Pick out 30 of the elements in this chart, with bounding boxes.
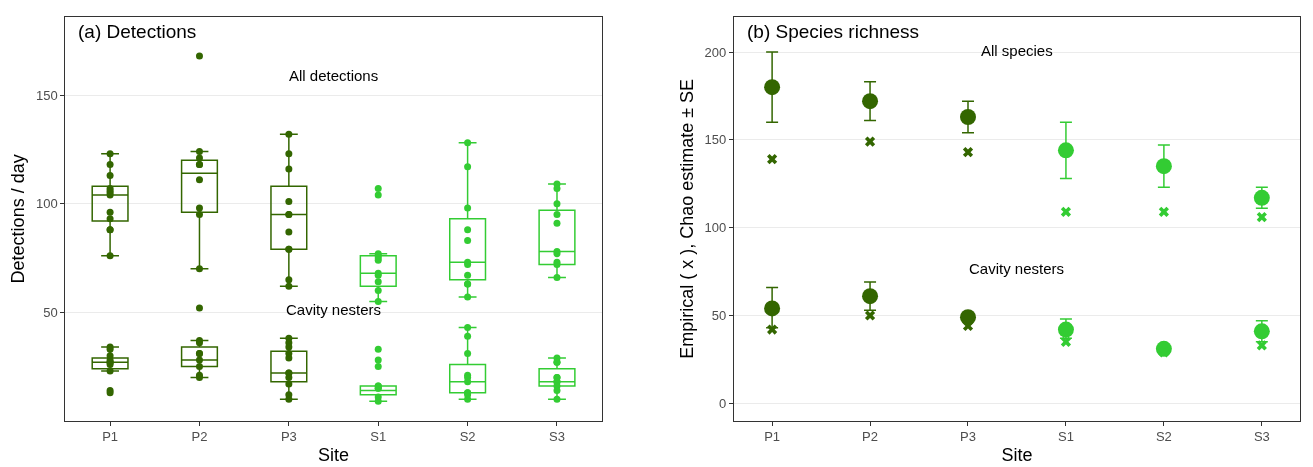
chart-title: (b) Species richness bbox=[747, 21, 920, 42]
annotation: All detections bbox=[289, 67, 379, 84]
x-tick-label: P2 bbox=[862, 429, 878, 445]
y-axis-title: Empirical ( x ), Chao estimate ± SE bbox=[676, 78, 697, 359]
y-tick-label: 50 bbox=[711, 308, 727, 324]
x-tick-label: S1 bbox=[1057, 429, 1074, 445]
y-tick-label: 0 bbox=[718, 395, 727, 411]
x-tick-label: P3 bbox=[280, 429, 297, 445]
y-tick-label: 100 bbox=[36, 196, 58, 212]
chart-title: (a) Detections bbox=[78, 21, 197, 42]
y-axis-title: Detections / day bbox=[8, 154, 29, 284]
y-tick-label: 150 bbox=[704, 132, 727, 148]
y-tick-label: 200 bbox=[704, 44, 727, 60]
x-axis-title: Site bbox=[1001, 444, 1033, 465]
x-tick-label: S2 bbox=[459, 429, 476, 445]
annotation: All species bbox=[981, 42, 1053, 59]
x-tick-label: S3 bbox=[1253, 429, 1270, 445]
y-tick-label: 150 bbox=[36, 87, 58, 103]
y-tick-label: 50 bbox=[43, 304, 58, 320]
x-tick-label: S1 bbox=[370, 429, 387, 445]
x-axis-title: Site bbox=[318, 444, 350, 465]
x-tick-label: S2 bbox=[1155, 429, 1172, 445]
y-tick-label: 100 bbox=[704, 220, 727, 236]
x-tick-label: P1 bbox=[764, 429, 781, 445]
annotation: Cavity nesters bbox=[969, 260, 1065, 277]
x-tick-label: P3 bbox=[960, 429, 976, 445]
x-tick-label: P1 bbox=[102, 429, 119, 445]
x-tick-label: S3 bbox=[549, 429, 565, 445]
annotation: Cavity nesters bbox=[286, 301, 382, 318]
x-tick-label: P2 bbox=[191, 429, 208, 445]
